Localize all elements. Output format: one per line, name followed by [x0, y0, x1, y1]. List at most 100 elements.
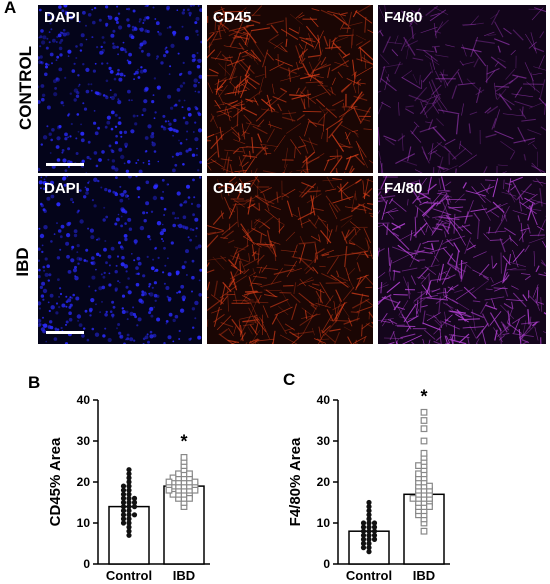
nucleus-dot	[144, 29, 148, 33]
nucleus-dot	[194, 121, 197, 124]
data-point-control	[366, 504, 372, 510]
fiber-stroke	[524, 275, 531, 281]
nucleus-dot	[174, 217, 177, 220]
nucleus-dot	[117, 68, 120, 72]
nucleus-dot	[195, 29, 199, 33]
nucleus-dot	[61, 303, 66, 308]
fiber-stroke	[216, 91, 225, 105]
nucleus-dot	[185, 249, 189, 254]
fiber-stroke	[387, 247, 390, 266]
fiber-stroke	[508, 76, 519, 85]
fiber-stroke	[207, 49, 216, 59]
data-point-control	[360, 520, 367, 526]
tile-label-dapi: DAPI	[44, 180, 80, 197]
fiber-stroke	[444, 311, 447, 327]
nucleus-dot	[50, 15, 55, 20]
nucleus-dot	[130, 35, 135, 39]
fiber-stroke	[487, 34, 497, 36]
fiber-stroke	[260, 187, 272, 194]
nucleus-dot	[182, 81, 186, 85]
nucleus-dot	[65, 295, 68, 298]
nucleus-dot	[84, 309, 88, 313]
fiber-stroke	[229, 81, 241, 94]
nucleus-dot	[191, 153, 196, 157]
fiber-stroke	[207, 165, 212, 171]
fiber-stroke	[301, 181, 315, 189]
fiber-stroke	[431, 288, 441, 293]
fiber-stroke	[312, 283, 320, 286]
nucleus-dot	[94, 332, 100, 337]
nucleus-dot	[74, 275, 77, 278]
nucleus-dot	[108, 272, 111, 275]
fiber-stroke	[300, 219, 311, 225]
fiber-stroke	[277, 103, 282, 112]
nucleus-dot	[154, 18, 157, 20]
fiber-stroke	[217, 13, 226, 30]
nucleus-dot	[124, 145, 128, 148]
fiber-stroke	[467, 336, 470, 344]
fiber-stroke	[532, 180, 546, 184]
fiber-stroke	[264, 241, 275, 255]
fiber-stroke	[233, 139, 246, 145]
fiber-stroke	[378, 6, 386, 22]
nucleus-dot	[189, 238, 193, 242]
significance-marker: *	[180, 431, 187, 451]
fiber-stroke	[266, 20, 285, 26]
nucleus-dot	[141, 49, 144, 53]
nucleus-dot	[131, 253, 133, 255]
fiber-stroke	[330, 319, 352, 322]
nucleus-dot	[57, 33, 62, 38]
fiber-stroke	[384, 187, 391, 195]
fiber-stroke	[332, 42, 347, 57]
fiber-stroke	[280, 249, 298, 253]
fiber-stroke	[238, 49, 249, 55]
nucleus-dot	[164, 264, 167, 267]
fiber-stroke	[332, 99, 344, 107]
fiber-stroke	[512, 210, 527, 216]
fiber-stroke	[421, 146, 428, 160]
data-point-control	[360, 532, 367, 538]
fiber-stroke	[355, 34, 367, 41]
fiber-stroke	[386, 281, 401, 294]
fiber-stroke	[448, 262, 466, 273]
fiber-stroke	[439, 327, 442, 344]
nucleus-dot	[105, 79, 109, 83]
fiber-stroke	[304, 258, 316, 271]
fiber-stroke	[299, 135, 306, 145]
fiber-stroke	[346, 153, 359, 160]
nucleus-dot	[105, 95, 109, 100]
nucleus-dot	[72, 268, 78, 273]
fiber-stroke	[398, 300, 409, 316]
nucleus-dot	[197, 90, 201, 94]
fiber-stroke	[406, 315, 419, 323]
fiber-stroke	[380, 281, 383, 294]
data-point-ibd	[415, 470, 422, 478]
nucleus-dot	[137, 261, 142, 266]
fiber-stroke	[218, 76, 238, 83]
nucleus-dot	[45, 65, 48, 69]
nucleus-dot	[65, 241, 70, 246]
fiber-stroke	[455, 168, 457, 173]
fiber-stroke	[509, 151, 515, 160]
nucleus-dot	[148, 282, 152, 286]
tile-label-dapi: DAPI	[44, 9, 80, 26]
nucleus-dot	[111, 300, 115, 304]
fiber-stroke	[244, 65, 251, 77]
nucleus-dot	[125, 270, 128, 273]
fiber-stroke	[334, 204, 341, 212]
nucleus-dot	[58, 5, 62, 9]
fiber-stroke	[250, 338, 260, 344]
fiber-stroke	[252, 5, 263, 17]
fiber-stroke	[458, 154, 477, 168]
nucleus-dot	[118, 241, 121, 245]
fiber-stroke	[440, 320, 442, 329]
fiber-stroke	[240, 223, 253, 242]
fiber-stroke	[292, 244, 298, 258]
fiber-stroke	[289, 94, 305, 97]
fiber-stroke	[240, 104, 243, 111]
fiber-stroke	[217, 85, 224, 90]
fiber-stroke	[348, 106, 371, 113]
fiber-stroke	[237, 253, 246, 272]
nucleus-dot	[189, 5, 193, 7]
nucleus-dot	[194, 90, 197, 93]
